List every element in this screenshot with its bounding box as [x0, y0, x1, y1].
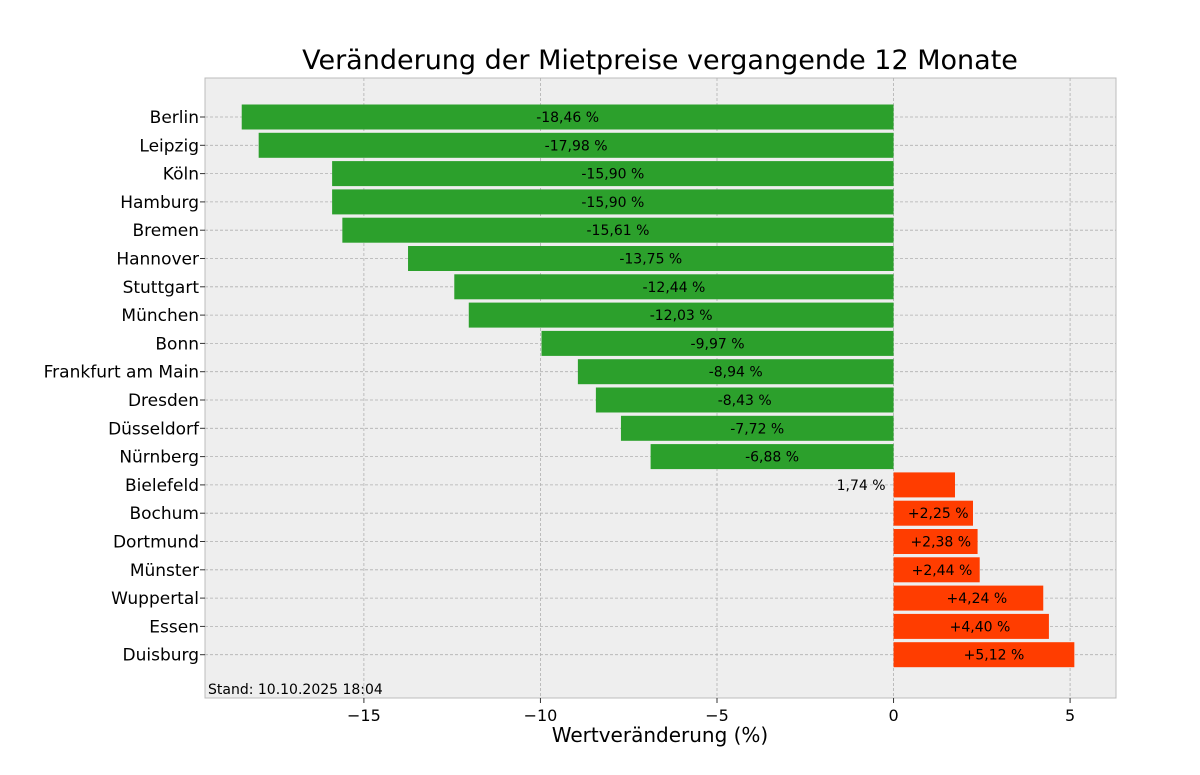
data-label: -9,97 %	[691, 336, 745, 352]
x-tick-label: −10	[524, 706, 558, 725]
bar-leipzig	[258, 132, 894, 158]
x-tick-label: 5	[1065, 706, 1075, 725]
category-label: Wuppertal	[111, 589, 199, 609]
data-label: -12,03 %	[650, 308, 713, 324]
chart-title: Veränderung der Mietpreise vergangende 1…	[302, 45, 1018, 76]
data-label: -15,90 %	[581, 167, 644, 183]
category-label: Hannover	[116, 250, 199, 270]
x-tick-label: −5	[705, 706, 729, 725]
x-tick-label: 0	[888, 706, 898, 725]
x-axis-label: Wertveränderung (%)	[552, 723, 769, 747]
category-labels: Berlin Leipzig Köln Hamburg Bremen Hannover St…	[44, 108, 205, 666]
bar-dortmund	[893, 529, 978, 554]
bar-hamburg	[332, 189, 894, 215]
bar-stuttgart	[454, 274, 894, 300]
bar-wuppertal	[893, 585, 1044, 611]
data-label: -8,94 %	[709, 365, 763, 381]
data-label: +4,24 %	[947, 591, 1008, 607]
timestamp-annotation: Stand: 10.10.2025 18:04	[208, 682, 383, 698]
bar-dresden	[595, 387, 894, 413]
data-label: +5,12 %	[964, 648, 1025, 664]
bar-essen	[893, 613, 1049, 639]
category-label: Dresden	[128, 391, 199, 411]
category-label: Münster	[130, 561, 199, 581]
data-label: -15,90 %	[581, 195, 644, 211]
bar-münchen	[468, 302, 894, 328]
data-label: -18,46 %	[536, 110, 599, 126]
category-label: Hamburg	[120, 193, 199, 213]
category-label: Dortmund	[113, 533, 199, 553]
category-label: Essen	[149, 617, 199, 637]
bar-bremen	[342, 217, 894, 243]
data-labels: -18,46 % -17,98 % -15,90 % -15,90 % -15,61 %…	[536, 110, 1024, 664]
bar-hannover	[408, 246, 894, 271]
category-label: Bremen	[132, 221, 199, 241]
category-label: Bonn	[155, 334, 199, 354]
category-label: Köln	[163, 165, 199, 185]
category-label: Berlin	[150, 108, 199, 128]
category-label: Stuttgart	[123, 278, 200, 298]
x-tick-label: −15	[347, 706, 381, 725]
bar-bielefeld	[893, 472, 955, 498]
bar-köln	[332, 161, 894, 187]
data-label: -12,44 %	[642, 280, 705, 296]
category-label: Frankfurt am Main	[44, 363, 199, 383]
data-label: -13,75 %	[619, 252, 682, 268]
category-label: Nürnberg	[119, 448, 199, 468]
bar-berlin	[241, 104, 894, 130]
bar-nürnberg	[650, 444, 894, 470]
bar-bonn	[541, 330, 894, 356]
data-label: 1,74 %	[837, 478, 886, 494]
category-label: München	[121, 306, 199, 326]
bar-düsseldorf	[620, 415, 894, 441]
data-label: +4,40 %	[950, 619, 1011, 635]
category-label: Leipzig	[139, 136, 199, 156]
data-label: +2,44 %	[912, 563, 973, 579]
data-label: +2,25 %	[908, 506, 969, 522]
category-label: Bochum	[129, 504, 199, 524]
category-label: Duisburg	[123, 646, 200, 666]
data-label: -17,98 %	[545, 138, 608, 154]
bar-münster	[893, 557, 980, 583]
bar-duisburg	[893, 642, 1075, 668]
data-label: +2,38 %	[910, 535, 971, 551]
category-label: Bielefeld	[125, 476, 199, 496]
data-label: -15,61 %	[587, 223, 650, 239]
bar-frankfurt-am-main	[577, 359, 894, 385]
data-label: -7,72 %	[730, 421, 784, 437]
bar-bochum	[893, 500, 973, 526]
data-label: -6,88 %	[745, 450, 799, 466]
bars	[241, 104, 1075, 668]
x-axis-ticks: −15 −10 −5 0 5	[347, 698, 1075, 725]
data-label: -8,43 %	[718, 393, 772, 409]
category-label: Düsseldorf	[108, 419, 200, 439]
